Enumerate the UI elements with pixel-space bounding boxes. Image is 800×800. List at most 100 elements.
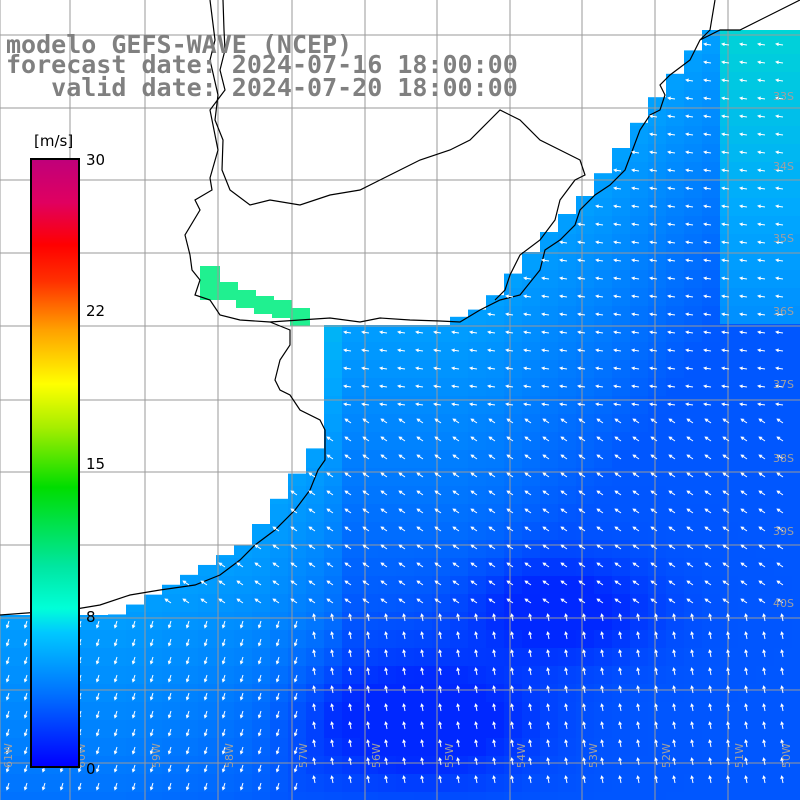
- speed-cell: [684, 54, 703, 73]
- speed-cell: [576, 306, 595, 325]
- wind-arrow: [618, 649, 622, 658]
- wind-arrow: [685, 78, 694, 83]
- wind-arrow: [456, 739, 460, 748]
- speed-cell: [378, 702, 397, 721]
- speed-cell: [756, 144, 775, 163]
- wind-arrow: [308, 580, 316, 586]
- speed-cell: [702, 198, 721, 217]
- speed-cell: [630, 450, 649, 469]
- wind-arrow: [650, 526, 658, 532]
- speed-cell: [702, 630, 721, 649]
- speed-cell: [648, 774, 667, 793]
- speed-cell: [126, 756, 145, 775]
- speed-cell: [144, 684, 163, 703]
- latitude-label: 39S: [773, 525, 794, 538]
- wind-arrow: [632, 508, 640, 514]
- speed-cell: [162, 612, 181, 631]
- speed-cell: [774, 468, 793, 487]
- wind-arrow: [722, 526, 730, 532]
- wind-arrow: [578, 436, 586, 442]
- wind-arrow: [326, 454, 334, 460]
- wind-arrow: [293, 782, 298, 791]
- wind-arrow: [685, 258, 694, 263]
- speed-cell: [630, 234, 649, 253]
- wind-arrow: [780, 721, 784, 730]
- wind-arrow: [293, 764, 298, 773]
- speed-cell: [738, 252, 757, 271]
- wind-arrow: [632, 472, 640, 478]
- wind-arrow: [614, 544, 622, 550]
- wind-arrow: [685, 114, 694, 119]
- wind-arrow: [722, 580, 730, 586]
- speed-cell: [396, 360, 415, 379]
- speed-cell: [540, 792, 559, 800]
- wind-arrow: [434, 508, 442, 514]
- wind-arrow: [686, 472, 694, 478]
- wind-arrow: [149, 620, 154, 629]
- speed-cell: [576, 612, 595, 631]
- wind-arrow: [667, 168, 676, 173]
- wind-arrow: [721, 96, 730, 101]
- speed-cell: [198, 666, 217, 685]
- wind-arrow: [649, 312, 658, 317]
- speed-cell: [342, 450, 361, 469]
- speed-cell: [468, 630, 487, 649]
- speed-cell: [756, 72, 775, 91]
- wind-arrow: [686, 580, 694, 586]
- wind-arrow: [348, 721, 352, 730]
- speed-cell: [396, 612, 415, 631]
- speed-cell: [576, 216, 595, 235]
- speed-cell: [612, 774, 631, 793]
- speed-cell: [648, 216, 667, 235]
- wind-arrow: [330, 613, 334, 622]
- speed-cell: [360, 702, 379, 721]
- speed-cell: [720, 720, 739, 739]
- speed-cell: [378, 378, 397, 397]
- speed-cell: [504, 666, 523, 685]
- speed-cell: [324, 486, 343, 505]
- wind-arrow: [131, 638, 136, 647]
- speed-cell: [144, 648, 163, 667]
- speed-cell: [324, 540, 343, 559]
- speed-cell: [486, 576, 505, 595]
- wind-arrow: [541, 366, 550, 371]
- speed-cell: [378, 594, 397, 613]
- wind-arrow: [167, 620, 172, 629]
- wind-arrow: [420, 685, 424, 694]
- speed-cell: [360, 325, 379, 343]
- speed-cell: [720, 666, 739, 685]
- speed-cell: [594, 522, 613, 541]
- speed-cell: [342, 432, 361, 451]
- speed-cell: [792, 594, 800, 613]
- wind-arrow: [343, 330, 352, 335]
- forecast-date: forecast date: 2024-07-16 18:00:00: [6, 50, 518, 79]
- speed-cell: [666, 108, 685, 127]
- wind-arrow: [582, 775, 586, 784]
- speed-cell: [792, 486, 800, 505]
- wind-arrow: [618, 613, 622, 622]
- speed-cell: [486, 792, 505, 800]
- speed-cell: [792, 450, 800, 469]
- speed-cell: [666, 396, 685, 415]
- wind-arrow: [474, 613, 478, 622]
- speed-cell: [216, 558, 235, 577]
- speed-cell: [720, 72, 739, 91]
- wind-arrow: [293, 728, 298, 737]
- speed-cell: [288, 756, 307, 775]
- speed-cell: [378, 486, 397, 505]
- wind-arrow: [668, 436, 676, 442]
- speed-cell: [648, 540, 667, 559]
- speed-cell: [756, 216, 775, 235]
- wind-arrow: [739, 132, 748, 137]
- wind-arrow: [398, 436, 406, 442]
- wind-arrow: [722, 454, 730, 460]
- speed-cell: [522, 486, 541, 505]
- wind-arrow: [506, 490, 514, 496]
- wind-arrow: [757, 276, 766, 281]
- wind-arrow: [452, 598, 460, 604]
- speed-cell: [198, 612, 217, 631]
- speed-cell: [468, 432, 487, 451]
- speed-cell: [648, 558, 667, 577]
- speed-cell: [756, 306, 775, 325]
- speed-cell: [774, 540, 793, 559]
